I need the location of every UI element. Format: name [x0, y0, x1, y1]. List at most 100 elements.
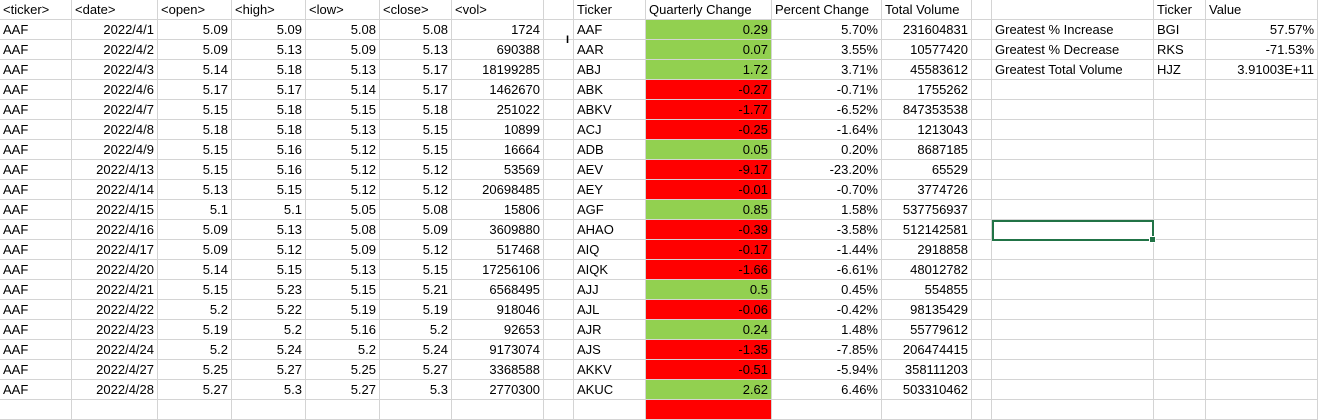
cell[interactable] — [544, 380, 574, 400]
data-cell[interactable]: AAF — [0, 280, 72, 300]
cell[interactable] — [232, 400, 306, 420]
data-cell[interactable]: 10899 — [452, 120, 544, 140]
data-cell[interactable]: 5.16 — [232, 160, 306, 180]
summary-change-cell[interactable] — [646, 400, 772, 420]
data-cell[interactable]: AAF — [0, 180, 72, 200]
data-cell[interactable]: 5.14 — [158, 60, 232, 80]
cell[interactable] — [544, 260, 574, 280]
summary-ticker-cell[interactable]: AIQ — [574, 240, 646, 260]
column-header-cell[interactable]: <low> — [306, 0, 380, 20]
summary-ticker-cell[interactable]: AAF — [574, 20, 646, 40]
summary-change-cell[interactable]: -0.27 — [646, 80, 772, 100]
data-cell[interactable]: 3368588 — [452, 360, 544, 380]
data-cell[interactable]: 9173074 — [452, 340, 544, 360]
cell[interactable] — [544, 60, 574, 80]
data-cell[interactable]: 2022/4/28 — [72, 380, 158, 400]
data-cell[interactable]: 5.24 — [380, 340, 452, 360]
data-cell[interactable]: 5.19 — [158, 320, 232, 340]
cell[interactable] — [544, 100, 574, 120]
summary-pct-cell[interactable]: -3.58% — [772, 220, 882, 240]
cell[interactable] — [544, 280, 574, 300]
summary-change-cell[interactable]: -0.51 — [646, 360, 772, 380]
data-cell[interactable]: 5.2 — [380, 320, 452, 340]
summary-ticker-cell[interactable]: AEY — [574, 180, 646, 200]
cell[interactable] — [992, 80, 1154, 100]
summary-pct-cell[interactable]: -1.64% — [772, 120, 882, 140]
data-cell[interactable]: 2022/4/24 — [72, 340, 158, 360]
summary-pct-cell[interactable]: 1.58% — [772, 200, 882, 220]
data-cell[interactable]: 5.27 — [158, 380, 232, 400]
cell[interactable] — [992, 180, 1154, 200]
summary-ticker-cell[interactable]: ABKV — [574, 100, 646, 120]
data-cell[interactable]: 2022/4/22 — [72, 300, 158, 320]
cell[interactable] — [1154, 240, 1206, 260]
data-cell[interactable]: 5.15 — [380, 260, 452, 280]
data-cell[interactable]: 5.22 — [232, 300, 306, 320]
data-cell[interactable]: AAF — [0, 360, 72, 380]
summary-ticker-cell[interactable]: AKKV — [574, 360, 646, 380]
data-cell[interactable]: 5.15 — [380, 140, 452, 160]
cell[interactable] — [544, 340, 574, 360]
cell[interactable] — [992, 240, 1154, 260]
cell[interactable] — [1206, 240, 1318, 260]
cell[interactable] — [1154, 80, 1206, 100]
cell[interactable] — [992, 280, 1154, 300]
summary-vol-cell[interactable]: 847353538 — [882, 100, 972, 120]
cell[interactable] — [544, 160, 574, 180]
summary-vol-cell[interactable]: 8687185 — [882, 140, 972, 160]
cell[interactable] — [972, 360, 992, 380]
data-cell[interactable]: 5.09 — [306, 40, 380, 60]
column-header-cell[interactable] — [972, 0, 992, 20]
cell[interactable] — [1206, 180, 1318, 200]
selected-cell[interactable] — [992, 220, 1156, 243]
summary-pct-cell[interactable]: -0.70% — [772, 180, 882, 200]
data-cell[interactable]: 918046 — [452, 300, 544, 320]
summary-pct-cell[interactable]: -1.44% — [772, 240, 882, 260]
greatest-label-cell[interactable]: Greatest Total Volume — [992, 60, 1154, 80]
data-cell[interactable]: AAF — [0, 320, 72, 340]
cell[interactable] — [72, 400, 158, 420]
data-cell[interactable]: 5.19 — [306, 300, 380, 320]
cell[interactable] — [972, 120, 992, 140]
cell[interactable] — [992, 100, 1154, 120]
data-cell[interactable]: AAF — [0, 20, 72, 40]
cell[interactable] — [1206, 80, 1318, 100]
data-cell[interactable]: AAF — [0, 240, 72, 260]
cell[interactable] — [972, 380, 992, 400]
summary-vol-cell[interactable]: 231604831 — [882, 20, 972, 40]
data-cell[interactable]: 2022/4/21 — [72, 280, 158, 300]
cell[interactable] — [544, 220, 574, 240]
data-cell[interactable]: 1724 — [452, 20, 544, 40]
data-cell[interactable]: 5.12 — [306, 160, 380, 180]
cell[interactable] — [0, 400, 72, 420]
summary-change-cell[interactable]: -0.25 — [646, 120, 772, 140]
data-cell[interactable]: 5.13 — [232, 40, 306, 60]
summary-ticker-cell[interactable]: AGF — [574, 200, 646, 220]
data-cell[interactable]: 5.13 — [158, 180, 232, 200]
column-header-cell[interactable]: <open> — [158, 0, 232, 20]
cell[interactable] — [544, 140, 574, 160]
data-cell[interactable]: 5.17 — [380, 80, 452, 100]
summary-vol-cell[interactable]: 48012782 — [882, 260, 972, 280]
column-header-cell[interactable] — [544, 0, 574, 20]
cell[interactable] — [1154, 300, 1206, 320]
cell[interactable] — [1154, 220, 1206, 240]
data-cell[interactable]: 1462670 — [452, 80, 544, 100]
data-cell[interactable]: 5.2 — [158, 340, 232, 360]
cell[interactable] — [544, 300, 574, 320]
cell[interactable] — [972, 300, 992, 320]
summary-pct-cell[interactable]: 1.48% — [772, 320, 882, 340]
greatest-label-cell[interactable]: Greatest % Increase — [992, 20, 1154, 40]
data-cell[interactable]: 16664 — [452, 140, 544, 160]
data-cell[interactable]: AAF — [0, 40, 72, 60]
cell[interactable] — [992, 120, 1154, 140]
cell[interactable] — [544, 200, 574, 220]
cell[interactable] — [1206, 360, 1318, 380]
cell[interactable] — [1206, 320, 1318, 340]
data-cell[interactable]: AAF — [0, 160, 72, 180]
greatest-ticker-cell[interactable]: HJZ — [1154, 60, 1206, 80]
data-cell[interactable]: 5.16 — [306, 320, 380, 340]
data-cell[interactable]: 5.27 — [380, 360, 452, 380]
data-cell[interactable]: 5.2 — [158, 300, 232, 320]
summary-change-cell[interactable]: 0.5 — [646, 280, 772, 300]
